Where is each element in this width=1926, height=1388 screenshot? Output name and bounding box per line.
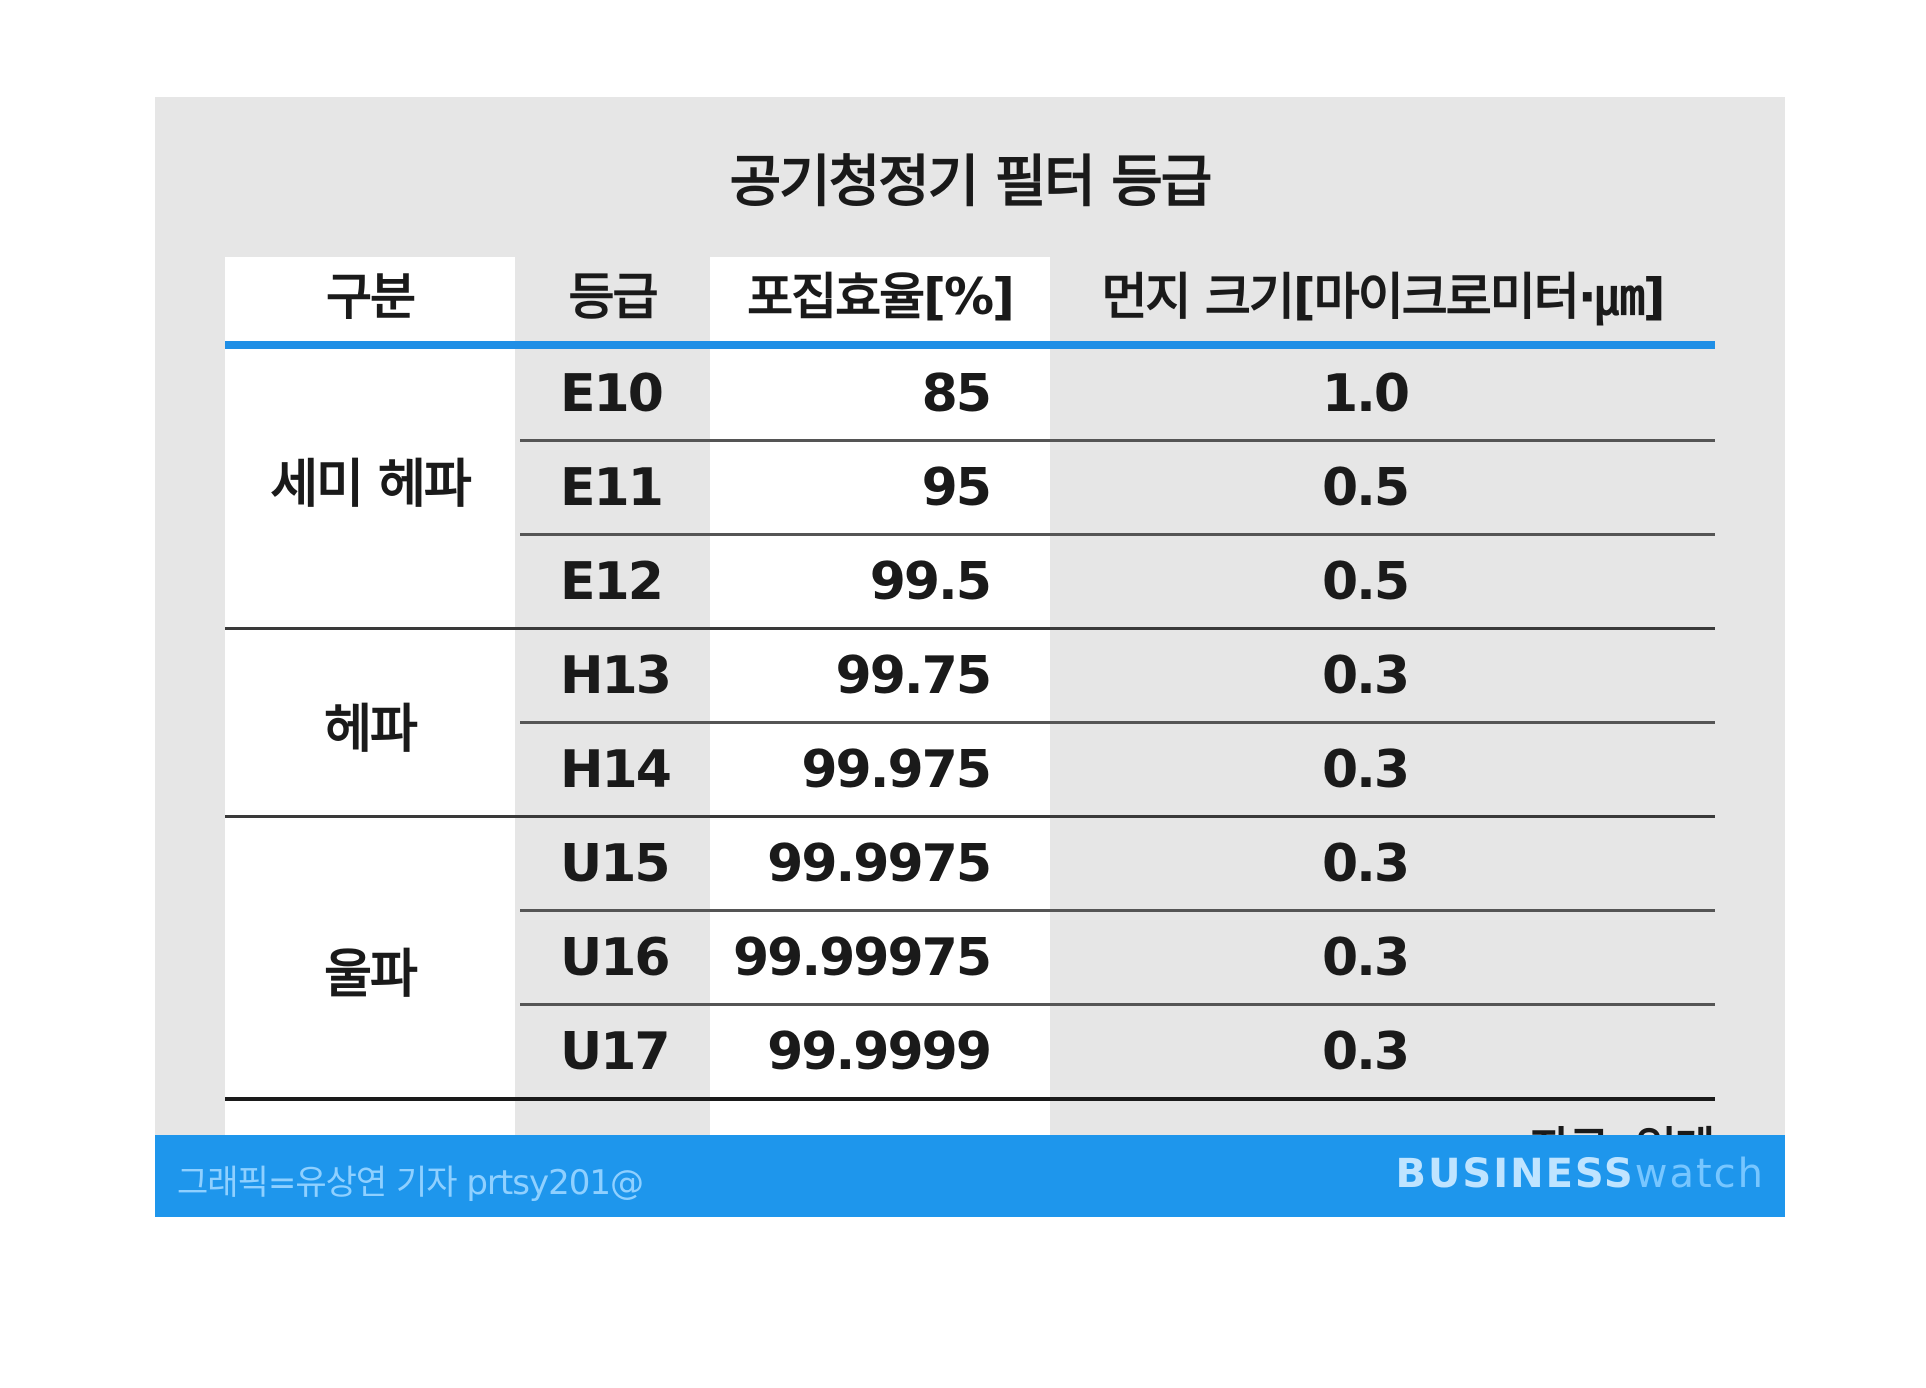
header-efficiency: 포집효율[%] [747,268,1015,326]
header-divider [225,341,1715,349]
grade-cell: U17 [560,1022,671,1082]
header-category: 구분 [326,268,416,326]
table-title: 공기청정기 필터 등급 [729,150,1213,215]
row-divider [520,1003,1715,1006]
brand-light-text: watch [1634,1151,1765,1197]
row-divider [520,533,1715,536]
group-divider [225,815,1715,818]
group-label-semi-hepa: 세미 헤파 [270,455,471,515]
brand-bold-text: BUSINESS [1395,1151,1635,1197]
dust-size-cell: 0.3 [1321,646,1410,706]
dust-size-cell: 0.3 [1321,1022,1410,1082]
dust-size-cell: 0.3 [1321,740,1410,800]
group-divider [225,627,1715,630]
row-divider [520,909,1715,912]
efficiency-cell: 99.975 [801,740,992,800]
group-label-ulpa: 울파 [324,945,418,1005]
row-divider [520,721,1715,724]
efficiency-cell: 99.9999 [767,1022,992,1082]
header-grade: 등급 [568,268,659,326]
grade-cell: U15 [560,834,671,894]
graphic-credit: 그래픽=유상연 기자 prtsy201@ [177,1163,644,1203]
dust-size-cell: 0.5 [1321,552,1410,612]
dust-size-cell: 0.3 [1321,834,1410,894]
efficiency-cell: 99.9975 [767,834,992,894]
group-label-hepa: 헤파 [324,700,418,760]
row-divider [520,439,1715,442]
infographic-card: 공기청정기 필터 등급 구분 등급 포집효율[%] 먼지 크기[마이크로미터·㎛… [155,97,1785,1217]
grade-cell: H13 [560,646,672,706]
table-bottom-rule [225,1097,1715,1101]
dust-size-cell: 1.0 [1321,364,1410,424]
efficiency-cell: 95 [921,458,992,518]
dust-size-cell: 0.5 [1321,458,1410,518]
grade-cell: E12 [560,552,664,612]
brand-logo: BUSINESSwatch [1395,1151,1765,1197]
efficiency-cell: 85 [921,364,992,424]
header-dust-size: 먼지 크기[마이크로미터·㎛] [1101,268,1665,326]
efficiency-cell: 99.99975 [732,928,992,988]
grade-cell: E10 [560,364,664,424]
grade-cell: H14 [560,740,672,800]
efficiency-cell: 99.75 [835,646,992,706]
grade-cell: U16 [560,928,671,988]
category-column-bg [225,257,515,1173]
efficiency-cell: 99.5 [869,552,992,612]
footer-bar: 그래픽=유상연 기자 prtsy201@ BUSINESSwatch [155,1135,1785,1217]
dust-size-cell: 0.3 [1321,928,1410,988]
efficiency-column-bg [710,257,1050,1173]
grade-cell: E11 [560,458,664,518]
